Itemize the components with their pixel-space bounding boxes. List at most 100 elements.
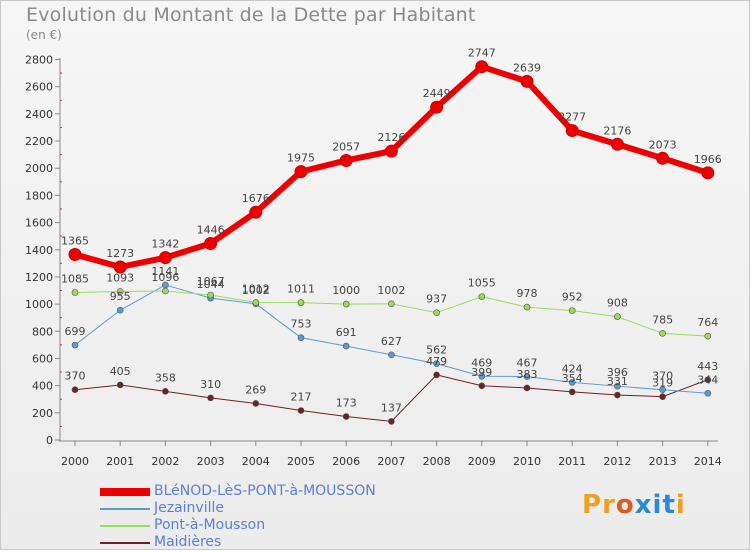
data-label: 217	[291, 391, 312, 404]
data-point	[204, 236, 218, 250]
data-point	[659, 386, 666, 394]
x-tick-label: 2002	[151, 455, 179, 468]
data-point	[116, 288, 124, 295]
data-label: 173	[336, 396, 357, 409]
data-label: 137	[381, 401, 402, 414]
logo-letter: P	[582, 490, 603, 520]
data-label: 1975	[287, 152, 315, 165]
data-label: 370	[652, 370, 673, 383]
logo-letter: o	[615, 490, 635, 520]
data-point	[520, 74, 534, 88]
data-label: 627	[381, 335, 402, 348]
y-tick-label: 1400	[25, 244, 53, 257]
data-label: 479	[426, 355, 447, 368]
logo-letter: x	[634, 490, 653, 520]
y-tick-label: 2600	[25, 81, 53, 94]
x-tick-label: 2008	[423, 455, 451, 468]
data-point	[252, 400, 260, 407]
legend-label: Maidières	[154, 534, 222, 550]
data-label: 424	[562, 362, 583, 375]
data-label: 764	[697, 316, 718, 329]
data-label: 2126	[377, 131, 405, 144]
data-point	[433, 309, 440, 316]
data-point	[388, 300, 395, 308]
data-label: 1141	[151, 265, 179, 278]
data-point	[610, 137, 624, 151]
chart-title: Evolution du Montant de la Dette par Hab…	[26, 4, 476, 26]
x-tick-label: 2000	[61, 455, 89, 468]
data-label: 310	[200, 378, 221, 391]
data-point	[294, 165, 308, 179]
data-point	[614, 382, 621, 390]
data-point	[614, 391, 621, 399]
x-tick-label: 2004	[242, 455, 270, 468]
data-label: 399	[471, 366, 492, 379]
data-label: 952	[562, 291, 583, 304]
data-label: 1002	[242, 284, 270, 297]
x-tick-label: 2006	[332, 455, 360, 468]
legend-swatch	[100, 488, 150, 496]
data-point	[252, 299, 260, 306]
data-label: 908	[607, 297, 628, 310]
y-tick-label: 200	[32, 407, 53, 420]
y-tick-label: 2400	[25, 108, 53, 121]
data-point	[704, 376, 712, 384]
data-point	[523, 384, 531, 392]
data-point	[523, 303, 531, 311]
data-point	[68, 248, 82, 262]
data-label: 370	[65, 370, 86, 383]
logo-letter: t	[662, 490, 676, 520]
data-point	[430, 100, 444, 114]
data-label: 1676	[242, 192, 270, 205]
x-tick-label: 2001	[106, 455, 134, 468]
data-label: 383	[517, 368, 538, 381]
y-tick-label: 400	[32, 380, 53, 393]
data-point	[659, 330, 666, 337]
data-point	[249, 205, 263, 219]
data-label: 1096	[151, 271, 179, 284]
data-label: 785	[652, 313, 673, 326]
data-point	[71, 386, 79, 394]
data-label: 1067	[197, 275, 225, 288]
data-point	[207, 291, 214, 299]
data-label: 2073	[649, 138, 677, 151]
y-tick-label: 2200	[25, 135, 53, 148]
data-point	[116, 381, 124, 389]
x-tick-label: 2007	[377, 455, 405, 468]
data-point	[478, 293, 486, 300]
data-label: 1093	[106, 271, 134, 284]
data-point	[339, 153, 353, 167]
legend-swatch	[100, 525, 150, 527]
data-label: 691	[336, 326, 357, 339]
data-label: 2277	[558, 111, 586, 124]
x-tick-label: 2009	[468, 455, 496, 468]
x-tick-label: 2014	[694, 455, 722, 468]
data-label: 1002	[377, 284, 405, 297]
data-label: 955	[110, 290, 131, 303]
data-point	[568, 388, 576, 396]
data-label: 344	[697, 373, 718, 386]
data-point	[701, 166, 715, 180]
logo-letter: r	[602, 490, 616, 520]
data-point	[478, 372, 486, 380]
data-point	[704, 389, 712, 397]
data-point	[475, 60, 489, 74]
data-label: 358	[155, 371, 176, 384]
data-label: 469	[471, 356, 492, 369]
data-label: 467	[517, 357, 538, 370]
data-label: 699	[65, 325, 86, 338]
y-tick-label: 1200	[25, 271, 53, 284]
legend-swatch	[100, 508, 150, 510]
x-tick-label: 2012	[603, 455, 631, 468]
y-tick-label: 0	[46, 434, 53, 447]
data-label: 1011	[287, 283, 315, 296]
data-point	[478, 382, 486, 390]
data-label: 562	[426, 344, 447, 357]
data-point	[297, 407, 305, 414]
x-tick-label: 2010	[513, 455, 541, 468]
data-point	[433, 360, 440, 367]
data-point	[704, 332, 712, 340]
legend-label: Pont-à-Mousson	[154, 517, 266, 533]
data-point	[523, 373, 531, 380]
